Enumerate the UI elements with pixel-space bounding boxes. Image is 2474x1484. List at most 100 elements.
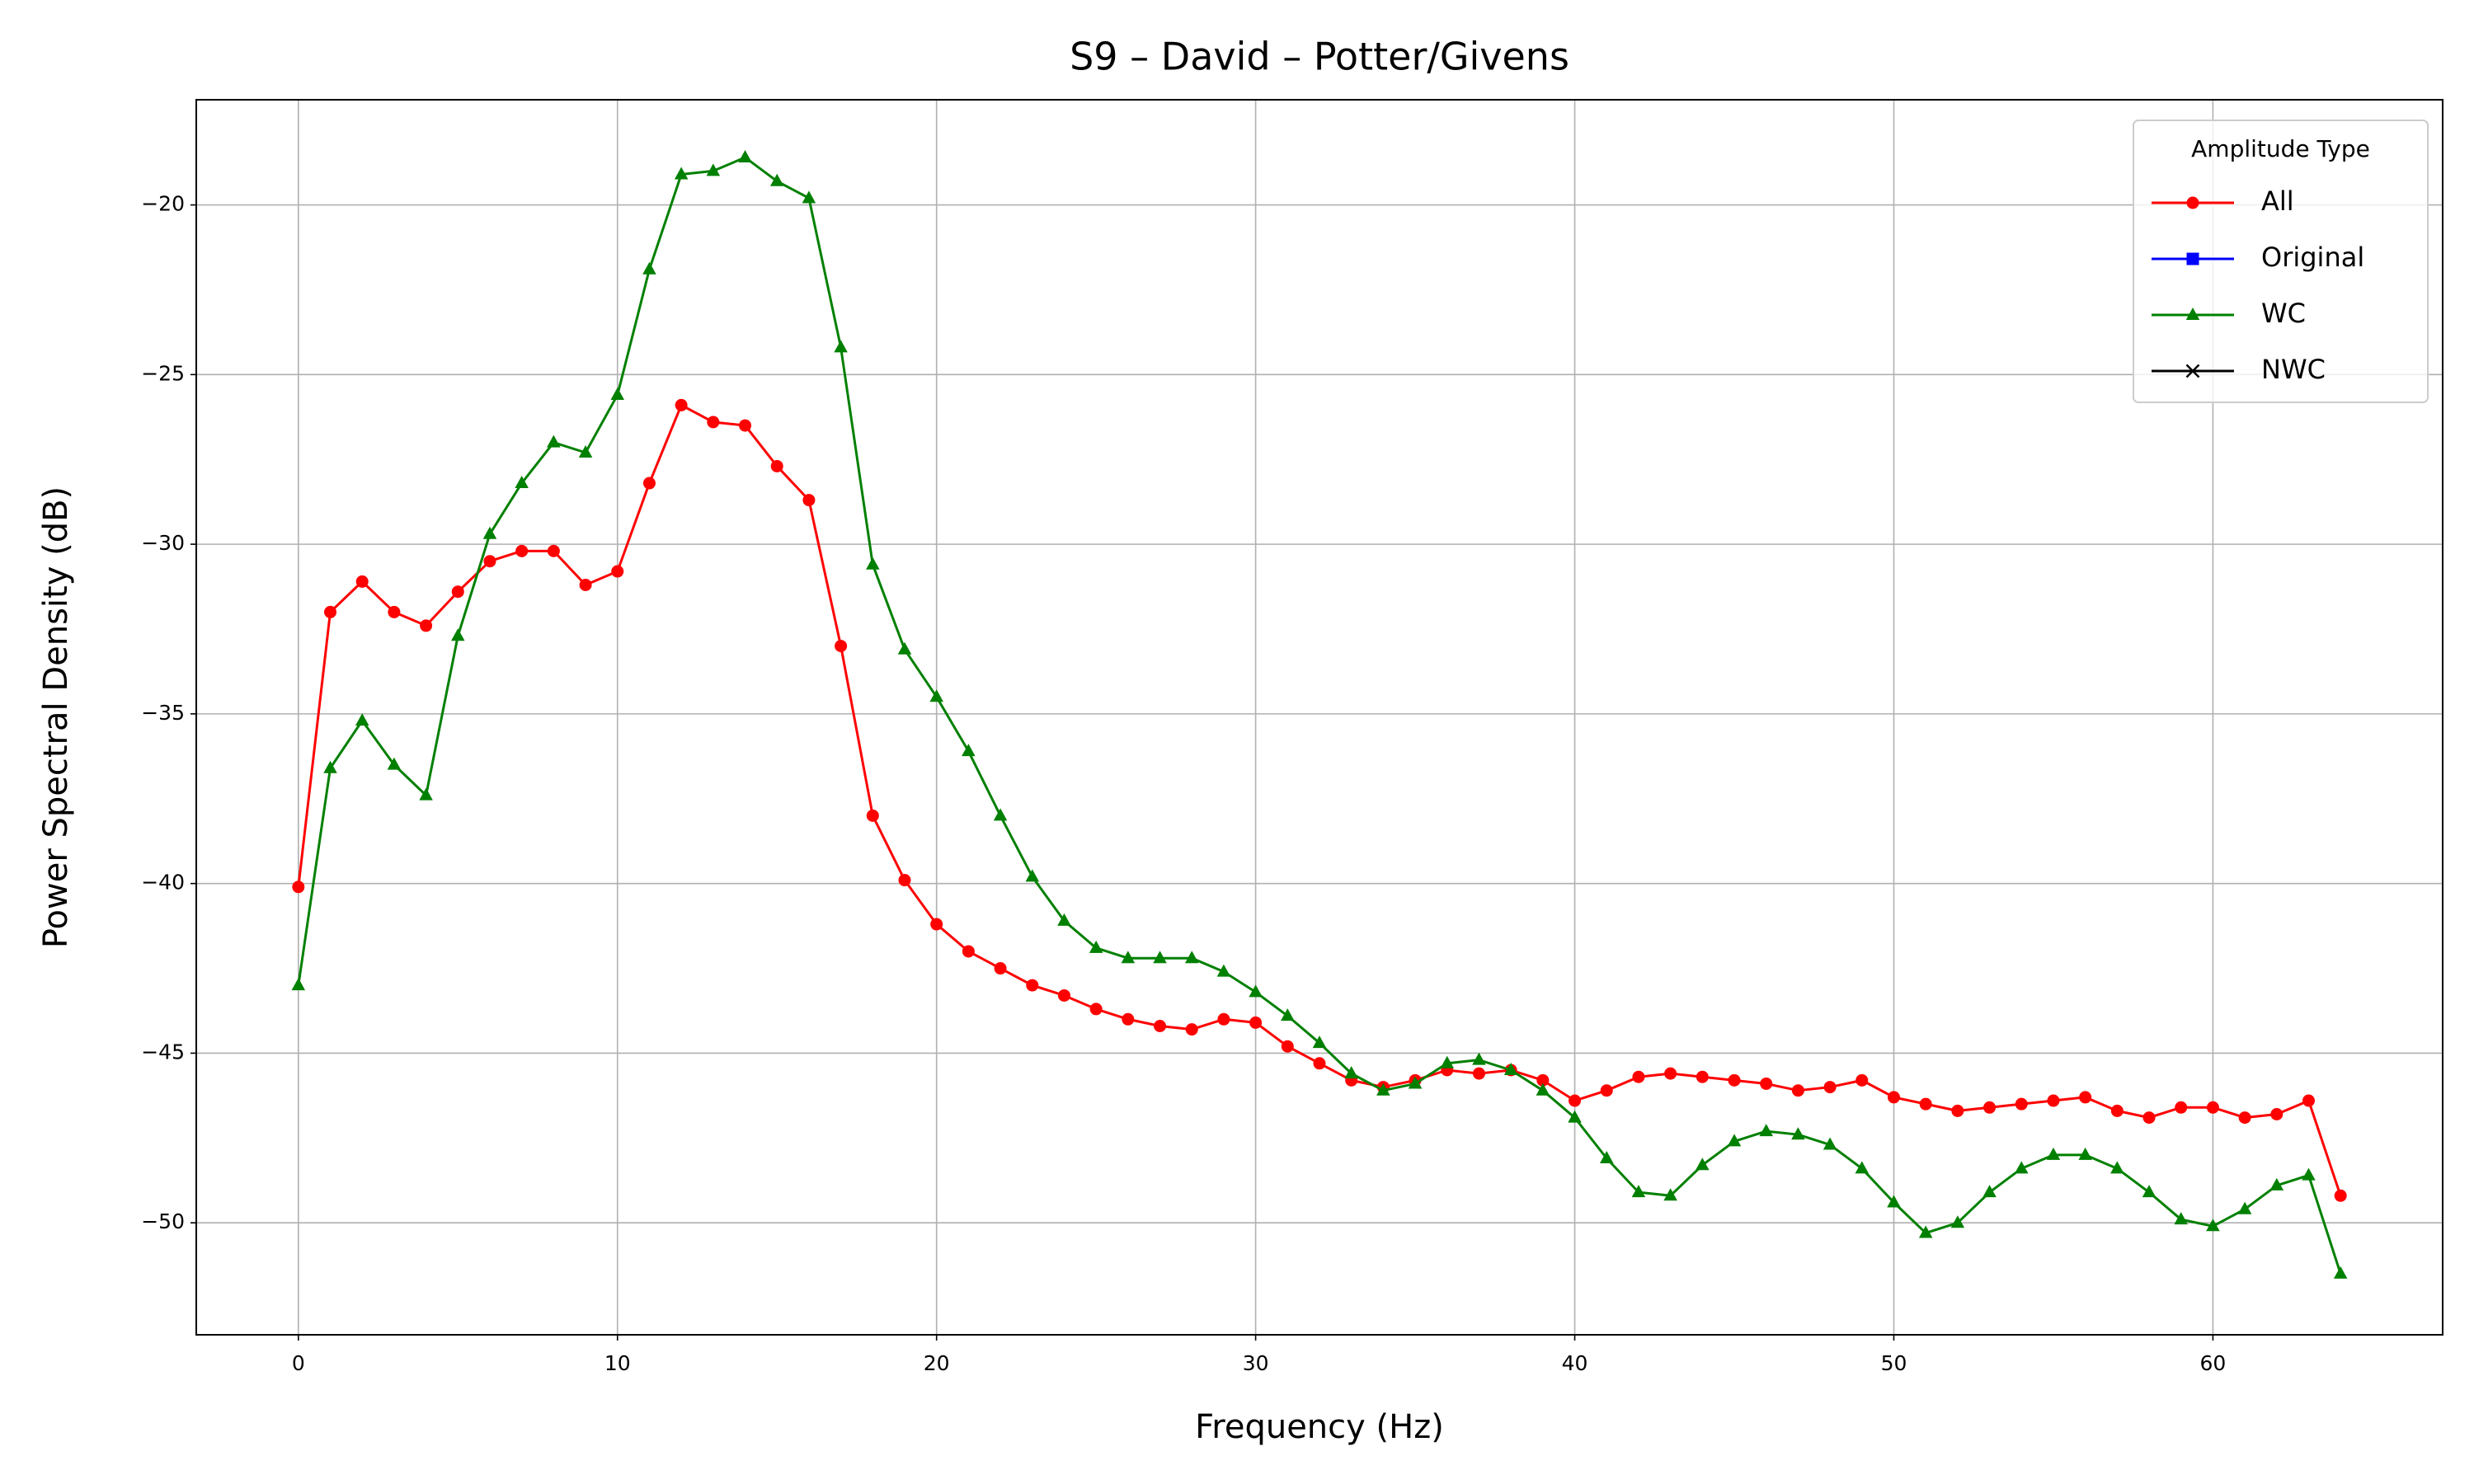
grid (196, 100, 2443, 1335)
marker (769, 173, 784, 186)
chart-title: S9 – David – Potter/Givens (1070, 35, 1569, 79)
marker (355, 713, 369, 726)
marker (1855, 1161, 1870, 1174)
x-tick-label: 10 (604, 1351, 631, 1375)
marker (674, 167, 689, 180)
marker (419, 787, 433, 801)
marker (1408, 1076, 1423, 1089)
marker (292, 881, 305, 894)
marker (1599, 1151, 1614, 1163)
marker (1536, 1082, 1550, 1096)
marker (866, 556, 880, 570)
marker (2142, 1111, 2156, 1125)
marker (355, 575, 369, 588)
legend: Amplitude Type All Original WC NWC (2133, 120, 2429, 403)
x-tick-label: 0 (292, 1351, 305, 1375)
marker (2269, 1177, 2284, 1190)
marker (897, 641, 912, 655)
marker (1344, 1066, 1358, 1079)
marker (1185, 1023, 1198, 1036)
marker (2015, 1097, 2028, 1111)
marker (994, 962, 1007, 975)
marker (2186, 252, 2199, 265)
marker (2270, 1108, 2284, 1120)
marker (2237, 1201, 2252, 1214)
y-tick-label: −30 (141, 531, 185, 555)
marker (2015, 1161, 2029, 1174)
marker (930, 918, 943, 931)
marker (1025, 869, 1040, 882)
marker (1089, 1003, 1103, 1016)
marker (1153, 951, 1167, 964)
marker (1887, 1091, 1900, 1104)
marker (515, 476, 529, 489)
marker (866, 809, 879, 822)
marker (1216, 964, 1231, 977)
marker (420, 619, 433, 632)
marker (1919, 1097, 1932, 1111)
marker (929, 689, 943, 702)
marker (1856, 1073, 1869, 1087)
marker (2185, 308, 2200, 320)
marker (2206, 1219, 2220, 1232)
marker (2174, 1212, 2188, 1225)
marker (802, 494, 816, 507)
legend-label: NWC (2261, 354, 2326, 385)
marker (482, 526, 497, 539)
marker (1057, 913, 1071, 926)
marker (962, 945, 975, 958)
marker (1026, 979, 1039, 992)
y-tick-label: −40 (141, 871, 185, 895)
marker (1600, 1084, 1613, 1097)
marker (1918, 1225, 1933, 1238)
marker (1950, 1215, 1965, 1228)
y-tick-label: −25 (141, 361, 185, 385)
marker (1663, 1188, 1677, 1201)
marker (1121, 951, 1136, 964)
marker (1951, 1104, 1964, 1117)
marker (1982, 1185, 1997, 1198)
marker (1631, 1185, 1646, 1198)
marker (1281, 1040, 1294, 1053)
y-tick-label: −20 (141, 192, 185, 216)
marker (323, 760, 337, 773)
marker (1696, 1158, 1710, 1171)
marker (835, 640, 848, 653)
marker (642, 477, 656, 490)
marker (1440, 1055, 1455, 1068)
marker (1791, 1127, 1805, 1140)
marker (1791, 1084, 1804, 1097)
marker (578, 445, 593, 458)
marker (1983, 1101, 1997, 1114)
marker (1823, 1081, 1837, 1094)
marker (1887, 1195, 1901, 1208)
marker (1823, 1137, 1837, 1150)
marker (834, 340, 848, 353)
legend-box (2133, 120, 2429, 403)
legend-title: Amplitude Type (2191, 135, 2370, 162)
marker (483, 555, 496, 568)
marker (2302, 1167, 2316, 1181)
marker (610, 387, 624, 401)
marker (1760, 1077, 1773, 1090)
marker (451, 628, 465, 641)
marker (1312, 1036, 1327, 1049)
marker (2302, 1094, 2315, 1107)
marker (1664, 1067, 1677, 1080)
marker (2333, 1266, 2348, 1279)
marker (1057, 989, 1070, 1002)
marker (738, 149, 752, 162)
marker (2206, 1101, 2219, 1114)
marker (2185, 364, 2200, 378)
marker (2238, 1111, 2251, 1125)
x-tick-label: 20 (924, 1351, 950, 1375)
marker (1281, 1008, 1295, 1021)
marker (1568, 1110, 1582, 1123)
marker (1249, 984, 1263, 998)
y-tick-label: −35 (141, 701, 185, 725)
y-tick-label: −50 (141, 1209, 185, 1233)
marker (611, 565, 624, 578)
